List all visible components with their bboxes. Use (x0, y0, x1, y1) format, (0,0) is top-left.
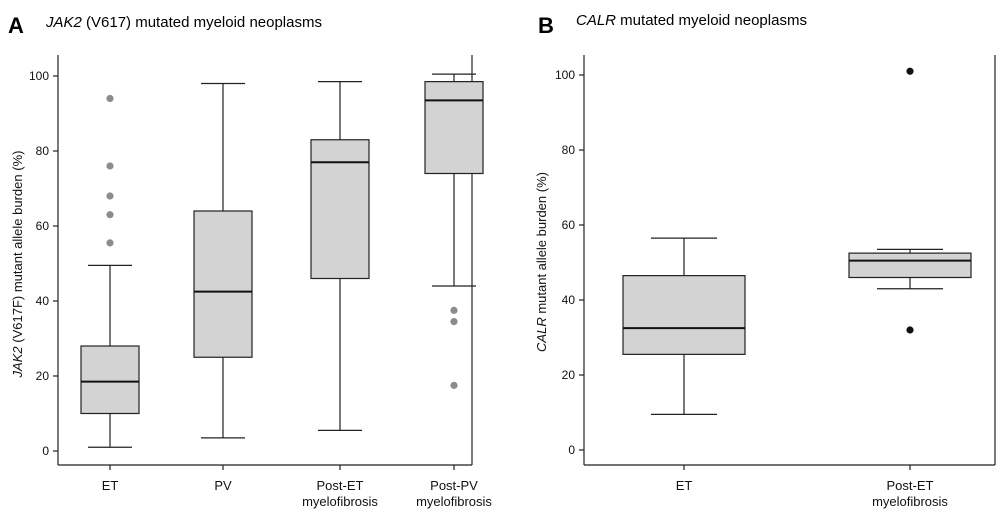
panel-b-category-label: ET (676, 478, 693, 493)
panel-a-ylabel-italic: JAK2 (10, 346, 25, 379)
panel-a-outlier-point (450, 306, 458, 314)
panel-a-box (80, 345, 140, 415)
panel-a-y-tick-label: 60 (36, 219, 50, 233)
panel-a-outlier-point (106, 94, 114, 103)
panel-a-outlier-point (106, 211, 114, 219)
panel-a-y-tick-label: 0 (42, 444, 49, 458)
panel-a-title: JAK2 (V617) mutated myeloid neoplasms (45, 14, 322, 31)
panel-a-y-tick-label: 100 (29, 69, 49, 83)
panel-b-category-label: myelofibrosis (872, 494, 948, 509)
panel-a-box (193, 210, 253, 358)
panel-a-outlier-point (450, 318, 458, 326)
panel-b-ylabel-rest: mutant allele burden (%) (534, 172, 549, 317)
panel-a-category-label: myelofibrosis (416, 494, 492, 509)
panel-a-title-rest: (V617) mutated myeloid neoplasms (82, 14, 322, 31)
panel-a-category-label: PV (214, 478, 232, 493)
panel-b-title-italic: CALR (576, 12, 616, 29)
panel-a-box (310, 139, 370, 280)
panel-b-outlier-point (906, 67, 914, 75)
panel-a-category-label: ET (102, 478, 119, 493)
panel-a-outlier-point (106, 162, 114, 170)
panel-b-outlier-point (906, 326, 914, 334)
panel-b-y-tick-label: 40 (562, 293, 576, 307)
panel-b-y-tick-label: 80 (562, 143, 576, 157)
panel-a-y-tick-label: 20 (36, 369, 50, 383)
panel-a-letter: A (8, 13, 24, 38)
panel-b-letter: B (538, 13, 554, 38)
panel-a-y-axis-label: JAK2 (V617F) mutant allele burden (%) (10, 151, 25, 379)
panel-b-title-rest: mutated myeloid neoplasms (616, 12, 807, 29)
panel-a-box (424, 81, 484, 175)
panel-b-box (848, 252, 972, 279)
panel-a-outlier-point (450, 381, 458, 389)
panel-a-ylabel-rest: (V617F) mutant allele burden (%) (10, 151, 25, 347)
panel-a-y-tick-label: 40 (36, 294, 50, 308)
panel-a-outlier-point (106, 239, 114, 247)
panel-b-y-tick-label: 60 (562, 218, 576, 232)
panel-b-title: CALR mutated myeloid neoplasms (576, 12, 807, 29)
panel-b-ylabel-italic: CALR (534, 317, 549, 352)
panel-a-y-tick-label: 80 (36, 144, 50, 158)
panel-a-category-label: Post-ET (317, 478, 364, 493)
panel-b-y-axis-label: CALR mutant allele burden (%) (534, 172, 549, 352)
panel-b-y-tick-label: 0 (568, 443, 575, 457)
panel-b-y-tick-label: 100 (555, 68, 575, 82)
panel-a-outlier-point (106, 192, 114, 200)
panel-b-category-label: Post-ET (887, 478, 934, 493)
panel-a-category-label: myelofibrosis (302, 494, 378, 509)
panel-b-box (622, 275, 746, 355)
panel-a-title-italic: JAK2 (45, 14, 83, 31)
panel-b-y-tick-label: 20 (562, 368, 576, 382)
panel-a-category-label: Post-PV (430, 478, 478, 493)
